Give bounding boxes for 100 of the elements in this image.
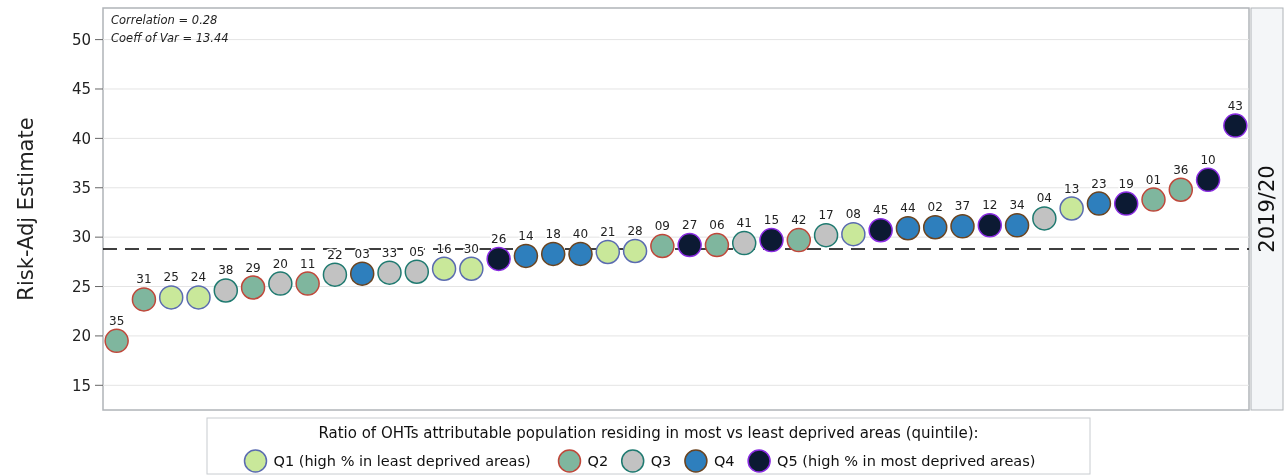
- point: [650, 233, 675, 259]
- legend-label: Q1 (high % in least deprived areas): [273, 453, 531, 470]
- point: [731, 230, 757, 256]
- annotation: 44: [900, 201, 916, 216]
- annotation: 23: [1091, 176, 1107, 191]
- legend-label: Q2: [587, 453, 609, 470]
- annotation: 10: [1200, 152, 1216, 167]
- annotation: 06: [709, 218, 725, 233]
- annotation: 26: [491, 231, 507, 246]
- annotation: 37: [954, 199, 971, 214]
- point: [786, 227, 812, 253]
- annotation: 13: [1064, 181, 1080, 196]
- point: [240, 275, 266, 300]
- legend-label: Q3: [650, 453, 672, 470]
- point: [131, 287, 157, 312]
- annotation: 21: [600, 224, 616, 239]
- point: [1004, 213, 1030, 238]
- point: [922, 215, 948, 240]
- y-tick-label: 35: [71, 179, 91, 198]
- point: [1223, 113, 1248, 138]
- annotation: 41: [736, 216, 752, 231]
- annotation: 22: [327, 247, 343, 262]
- point: [486, 246, 511, 272]
- annotation: 34: [1009, 198, 1025, 213]
- point: [1195, 167, 1221, 193]
- annotation: 24: [190, 270, 207, 285]
- annotation: 17: [818, 208, 834, 223]
- annotation: 35: [109, 313, 125, 328]
- point: [977, 213, 1003, 238]
- point: [104, 328, 129, 354]
- annotation: 02: [927, 200, 943, 215]
- legend-title: Ratio of OHTs attributable population residing in most vs least deprived areas (quintile):: [318, 424, 979, 442]
- annotation: 31: [136, 272, 152, 287]
- y-axis-title: Risk-Adj Estimate: [14, 117, 38, 301]
- annotation: 19: [1118, 176, 1134, 191]
- annotation: 42: [791, 213, 807, 228]
- annotation: Coeff of Var = 13.44: [111, 31, 229, 45]
- point: [868, 217, 893, 243]
- point: [186, 285, 211, 310]
- point: [1086, 191, 1112, 216]
- point: [1168, 177, 1194, 202]
- annotation: 20: [272, 256, 288, 271]
- point: [349, 261, 375, 286]
- point: [895, 216, 921, 241]
- point: [759, 227, 784, 253]
- point: [513, 243, 539, 269]
- point: [595, 239, 621, 265]
- point: [459, 256, 484, 282]
- point: [213, 278, 239, 303]
- annotation: 01: [1145, 172, 1162, 187]
- point: [841, 221, 866, 247]
- y-tick-label: 40: [71, 129, 91, 148]
- annotation: 03: [354, 246, 370, 261]
- annotation: 30: [463, 241, 479, 256]
- point: [377, 260, 402, 285]
- y-tick-label: 45: [71, 80, 91, 99]
- annotation: 28: [627, 223, 643, 238]
- point: [677, 232, 702, 258]
- point: [431, 256, 457, 282]
- point: [813, 222, 839, 248]
- legend-label: Q5 (high % in most deprived areas): [777, 453, 1036, 470]
- annotation: 09: [654, 219, 670, 234]
- annotation: 29: [245, 260, 261, 275]
- legend-label: Q4: [713, 453, 735, 470]
- point: [1032, 206, 1057, 231]
- annotation: 12: [982, 198, 998, 213]
- point: [704, 232, 730, 258]
- annotation: 33: [381, 245, 398, 260]
- annotation: 04: [1036, 191, 1052, 206]
- y-tick-label: 30: [71, 228, 91, 247]
- point: [295, 271, 320, 296]
- point: [622, 238, 648, 264]
- point: [322, 262, 348, 287]
- point: [568, 241, 593, 267]
- annotation: 43: [1227, 98, 1243, 113]
- y-tick-label: 25: [71, 277, 91, 296]
- point: [950, 214, 975, 239]
- annotation: 25: [163, 270, 179, 285]
- point: [268, 271, 293, 296]
- annotation: 08: [845, 207, 861, 222]
- annotation: 18: [545, 226, 561, 241]
- point: [1141, 187, 1166, 212]
- text: 2019/20: [1255, 165, 1280, 253]
- annotation: 27: [682, 218, 698, 233]
- point: [540, 241, 566, 267]
- annotation: 38: [218, 263, 234, 278]
- annotation: 45: [873, 203, 889, 218]
- point: [1059, 196, 1084, 221]
- point: [1113, 191, 1139, 216]
- point: [404, 259, 430, 284]
- annotation: 14: [518, 228, 534, 243]
- annotation: Correlation = 0.28: [111, 13, 218, 27]
- annotation: 36: [1173, 162, 1189, 177]
- annotation: 15: [763, 213, 780, 228]
- annotation: 40: [572, 226, 589, 241]
- annotation: 11: [300, 256, 316, 271]
- y-tick-label: 20: [71, 327, 91, 346]
- y-tick-label: 50: [71, 30, 91, 49]
- y-tick-label: 15: [71, 376, 91, 395]
- point: [158, 285, 184, 310]
